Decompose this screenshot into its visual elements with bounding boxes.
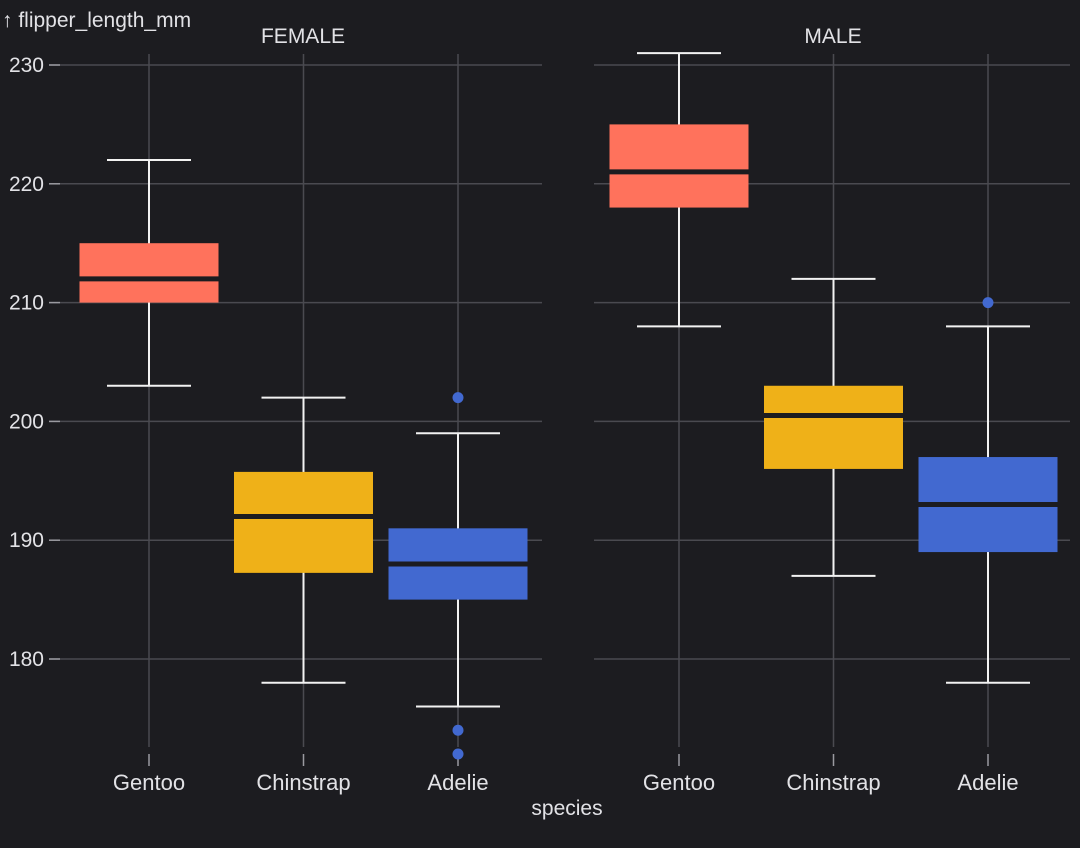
outlier-point-adelie-female	[452, 748, 464, 760]
x-axis-title: species	[531, 797, 602, 820]
box-chinstrap-male	[764, 385, 903, 469]
x-tick-label-chinstrap-male: Chinstrap	[786, 770, 880, 795]
y-tick-label: 200	[9, 410, 44, 433]
box-chinstrap-female	[234, 471, 373, 573]
facet-label-female: FEMALE	[261, 25, 345, 48]
box-gentoo-female	[79, 243, 219, 303]
x-tick-label-chinstrap-female: Chinstrap	[256, 770, 350, 795]
facet-label-male: MALE	[804, 25, 861, 48]
x-tick-label-adelie-male: Adelie	[957, 770, 1018, 795]
outlier-point-adelie-male	[982, 297, 994, 309]
y-tick-label: 210	[9, 292, 44, 315]
y-tick-label: 230	[9, 54, 44, 77]
x-tick-label-gentoo-male: Gentoo	[643, 770, 715, 795]
outlier-point-adelie-female	[452, 724, 464, 736]
y-tick-label: 180	[9, 648, 44, 671]
y-tick-label: 220	[9, 173, 44, 196]
x-tick-label-gentoo-female: Gentoo	[113, 770, 185, 795]
y-axis-title: ↑ flipper_length_mm	[2, 9, 191, 32]
box-gentoo-male	[609, 124, 749, 208]
x-tick-label-adelie-female: Adelie	[427, 770, 488, 795]
y-tick-label: 190	[9, 529, 44, 552]
outlier-point-adelie-female	[452, 392, 464, 404]
